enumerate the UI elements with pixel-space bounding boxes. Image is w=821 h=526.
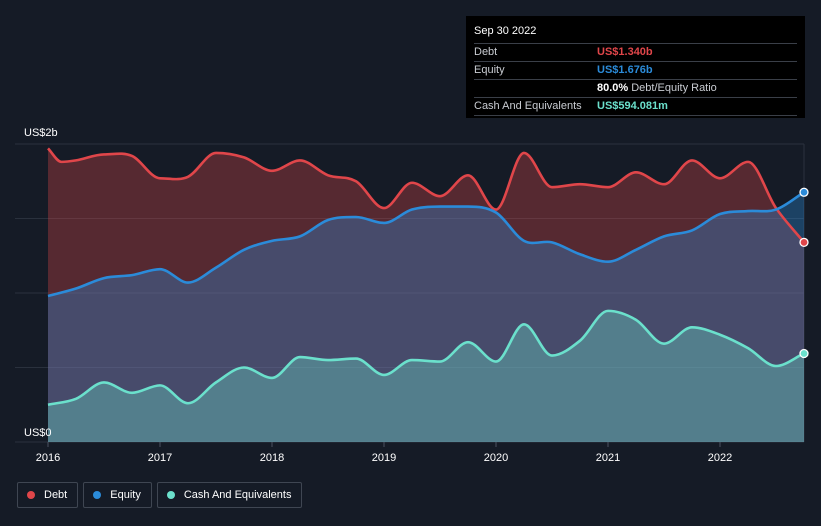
tooltip-row-equity: Equity US$1.676b <box>474 62 797 80</box>
legend-cash-label: Cash And Equivalents <box>183 489 292 501</box>
line-equity <box>47 191 805 298</box>
hover-tooltip: Sep 30 2022 Debt US$1.340b Equity US$1.6… <box>466 16 805 118</box>
tooltip-debt-label: Debt <box>474 46 498 58</box>
tooltip-row-debt: Debt US$1.340b <box>474 44 797 62</box>
tooltip-date: Sep 30 2022 <box>474 24 797 44</box>
legend-equity-label: Equity <box>110 489 141 501</box>
tooltip-cash-label: Cash And Equivalents <box>474 100 582 112</box>
x-axis-labels: 2016 2017 2018 2019 2020 2021 2022 <box>36 442 732 464</box>
x-tick-label-5: 2021 <box>596 452 620 464</box>
series-areas <box>48 148 804 442</box>
tooltip-row-ratio: 80.0% Debt/Equity Ratio <box>474 80 797 98</box>
x-tick-label-3: 2019 <box>372 452 396 464</box>
legend-item-equity[interactable]: Equity <box>83 482 152 508</box>
tooltip-equity-value: US$1.676b <box>597 64 653 76</box>
tooltip-ratio-label: Debt/Equity Ratio <box>631 82 717 94</box>
legend-item-cash[interactable]: Cash And Equivalents <box>156 482 303 508</box>
y-tick-label-0: US$2b <box>24 127 58 139</box>
tooltip-row-cash: Cash And Equivalents US$594.081m <box>474 98 797 116</box>
x-tick-label-6: 2022 <box>708 452 732 464</box>
legend-debt-label: Debt <box>44 489 68 501</box>
line-cash <box>47 309 805 407</box>
tooltip-debt-value: US$1.340b <box>597 46 653 58</box>
tooltip-equity-label: Equity <box>474 64 505 76</box>
end-marker-cash <box>799 348 809 359</box>
legend-equity-swatch <box>93 491 102 499</box>
end-marker-debt <box>799 237 809 247</box>
legend-cash-swatch <box>166 491 175 499</box>
x-tick-label-0: 2016 <box>36 452 60 464</box>
chart-legend: Debt Equity Cash And Equivalents <box>17 482 307 508</box>
x-tick-label-2: 2018 <box>260 452 284 464</box>
end-marker-equity <box>799 187 809 197</box>
tooltip-ratio-spacer <box>474 80 597 97</box>
series-end-markers <box>799 187 809 359</box>
y-tick-label-1: US$0 <box>24 427 52 439</box>
legend-debt-swatch <box>27 491 35 499</box>
series-lines <box>47 147 806 407</box>
legend-item-debt[interactable]: Debt <box>17 482 79 508</box>
tooltip-cash-value: US$594.081m <box>597 100 668 112</box>
area-cash <box>48 310 804 442</box>
line-debt <box>47 147 806 244</box>
y-axis-labels: US$2b US$0 <box>24 127 58 439</box>
x-tick-label-1: 2017 <box>148 452 172 464</box>
x-tick-label-4: 2020 <box>484 452 508 464</box>
tooltip-ratio-value: 80.0% <box>597 82 629 94</box>
